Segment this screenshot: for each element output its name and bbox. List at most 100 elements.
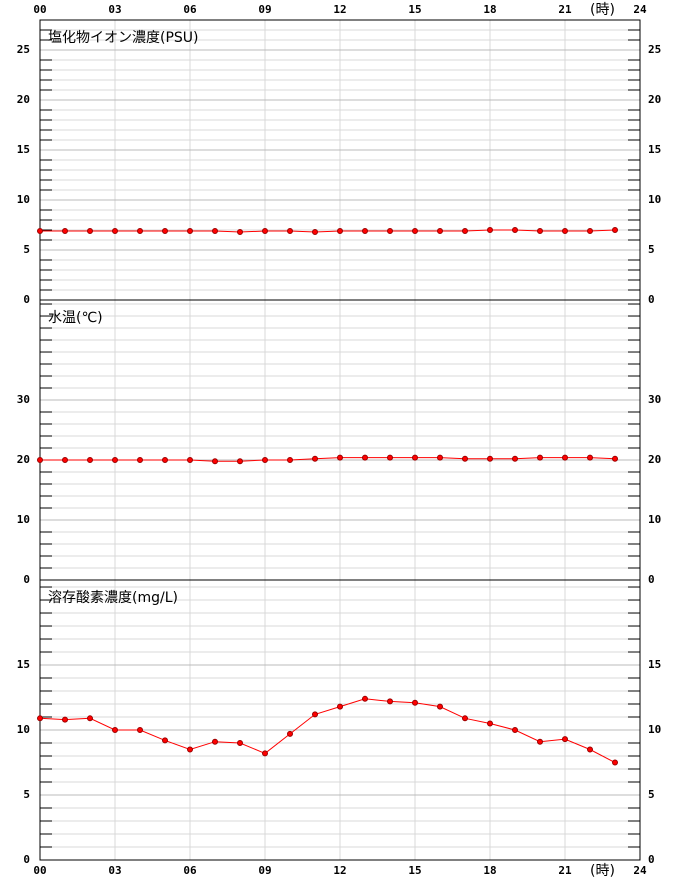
data-point	[487, 227, 493, 233]
y-tick-label-right: 0	[648, 293, 655, 306]
y-tick-label-right: 30	[648, 393, 661, 406]
data-point	[37, 457, 43, 464]
panel-title: 溶存酸素濃度(mg/L)	[48, 590, 178, 606]
x-tick-label: 18	[483, 864, 496, 877]
data-point	[187, 746, 193, 753]
data-point	[262, 750, 268, 757]
data-point	[62, 457, 68, 464]
data-point	[37, 715, 43, 722]
x-tick-label: 24	[633, 3, 647, 16]
data-point	[362, 695, 368, 702]
data-point	[137, 457, 143, 464]
data-point	[337, 703, 343, 710]
data-point	[512, 727, 518, 734]
panel-title: 塩化物イオン濃度(PSU)	[48, 30, 199, 46]
y-tick-label: 15	[17, 143, 30, 156]
data-point	[312, 455, 318, 462]
data-point	[137, 228, 143, 234]
data-point	[437, 454, 443, 461]
data-point	[462, 455, 468, 462]
data-point	[112, 727, 118, 734]
data-point	[437, 228, 443, 234]
data-point	[62, 716, 68, 723]
y-tick-label-right: 20	[648, 453, 661, 466]
data-line	[40, 457, 616, 462]
x-tick-label: 15	[408, 864, 421, 877]
x-axis-label: (時)	[590, 2, 615, 18]
x-tick-label: 06	[183, 864, 197, 877]
data-point	[162, 457, 168, 464]
data-point	[137, 727, 143, 734]
y-tick-label-right: 0	[648, 573, 655, 586]
y-tick-label: 20	[17, 453, 30, 466]
x-axis-label: (時)	[590, 863, 615, 879]
x-tick-label: 24	[633, 864, 647, 877]
data-point	[337, 454, 343, 461]
data-point	[312, 711, 318, 718]
data-point	[287, 457, 293, 464]
data-point	[262, 457, 268, 464]
data-point	[537, 228, 543, 234]
data-point	[87, 228, 93, 234]
data-point	[237, 458, 243, 465]
y-tick-label-right: 25	[648, 43, 661, 56]
y-tick-label: 0	[23, 573, 30, 586]
x-tick-label: 18	[483, 3, 496, 16]
x-tick-label: 12	[333, 3, 346, 16]
y-tick-label: 15	[17, 658, 30, 671]
data-point	[87, 715, 93, 722]
data-point	[537, 738, 543, 745]
data-point	[487, 720, 493, 727]
y-tick-label-right: 10	[648, 723, 661, 736]
data-point	[512, 455, 518, 462]
data-point	[612, 759, 618, 766]
x-tick-label: 21	[558, 864, 572, 877]
data-point	[587, 228, 593, 234]
data-point	[162, 737, 168, 744]
y-tick-label-right: 10	[648, 513, 661, 526]
data-point	[387, 454, 393, 461]
data-point	[337, 228, 343, 234]
data-point	[562, 454, 568, 461]
y-tick-label: 5	[23, 788, 30, 801]
data-point	[412, 454, 418, 461]
panel-title: 水温(℃)	[48, 310, 103, 326]
data-point	[62, 228, 68, 234]
y-tick-label-right: 20	[648, 93, 661, 106]
data-line	[39, 698, 616, 763]
x-tick-label: 21	[558, 3, 572, 16]
data-point	[612, 227, 618, 233]
data-point	[462, 715, 468, 722]
y-tick-label-right: 0	[648, 853, 655, 866]
y-tick-label-right: 5	[648, 243, 655, 256]
y-tick-label: 10	[17, 193, 30, 206]
x-tick-label: 03	[108, 3, 121, 16]
data-point	[262, 228, 268, 234]
y-tick-label: 0	[23, 293, 30, 306]
data-point	[487, 455, 493, 462]
x-tick-label: 12	[333, 864, 346, 877]
y-tick-label: 20	[17, 93, 30, 106]
y-tick-label: 25	[17, 43, 30, 56]
x-tick-label: 06	[183, 3, 197, 16]
data-point	[187, 457, 193, 464]
data-point	[362, 228, 368, 234]
x-tick-label: 03	[108, 864, 121, 877]
x-tick-label: 09	[258, 864, 271, 877]
data-point	[112, 457, 118, 464]
data-point	[187, 228, 193, 234]
data-point	[212, 228, 218, 234]
x-tick-label: 00	[33, 3, 46, 16]
data-point	[437, 703, 443, 710]
data-point	[587, 746, 593, 753]
data-point	[412, 228, 418, 234]
data-point	[237, 740, 243, 747]
data-point	[287, 730, 293, 737]
data-point	[237, 229, 243, 235]
data-point	[212, 458, 218, 465]
data-point	[312, 229, 318, 235]
y-tick-label-right: 10	[648, 193, 661, 206]
x-tick-label: 09	[258, 3, 271, 16]
data-point	[562, 736, 568, 743]
data-point	[37, 228, 43, 234]
